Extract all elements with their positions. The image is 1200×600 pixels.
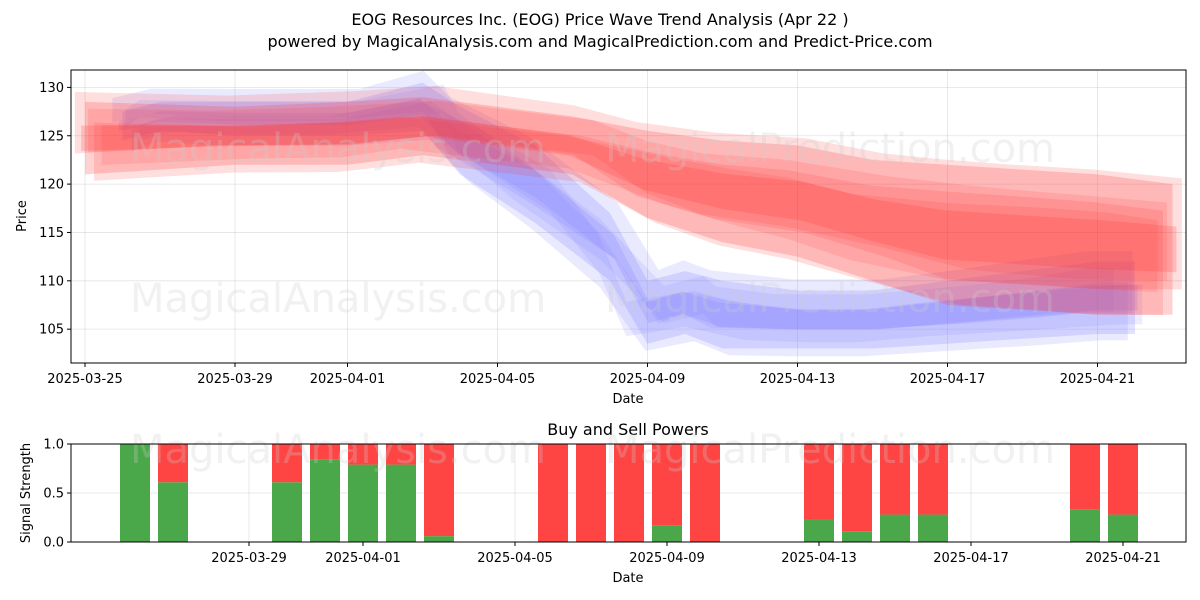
watermark-top-left-2: MagicalAnalysis.com bbox=[130, 276, 546, 322]
bottom-x-axis-label: Date bbox=[612, 571, 643, 586]
chart-subtitle: powered by MagicalAnalysis.com and Magic… bbox=[267, 32, 932, 51]
bottom-watermarks: MagicalAnalysis.com MagicalPrediction.co… bbox=[130, 427, 1055, 473]
top-x-tick-label: 2025-04-17 bbox=[910, 372, 986, 387]
chart-title: EOG Resources Inc. (EOG) Price Wave Tren… bbox=[351, 10, 848, 29]
sell-bar bbox=[1108, 444, 1138, 515]
bottom-x-tick-label: 2025-04-13 bbox=[781, 551, 857, 566]
buy-bar bbox=[652, 525, 682, 542]
sell-bar bbox=[386, 444, 416, 465]
top-x-tick-label: 2025-04-13 bbox=[760, 372, 836, 387]
top-watermarks: MagicalAnalysis.com MagicalPrediction.co… bbox=[130, 126, 1055, 322]
buy-bar bbox=[880, 514, 910, 542]
bottom-x-tick-label: 2025-03-29 bbox=[211, 551, 287, 566]
buy-bar bbox=[386, 464, 416, 542]
buy-bar bbox=[348, 464, 378, 542]
buy-bar bbox=[842, 531, 872, 542]
sell-bar bbox=[880, 444, 910, 515]
sell-bar bbox=[804, 444, 834, 520]
sell-bar bbox=[158, 444, 188, 483]
buy-bar bbox=[424, 536, 454, 542]
top-wave-bands bbox=[74, 70, 1182, 357]
sell-bar bbox=[842, 444, 872, 532]
top-x-tick-label: 2025-04-05 bbox=[460, 372, 536, 387]
sell-bar bbox=[272, 444, 302, 483]
sell-bar bbox=[1070, 444, 1100, 510]
top-x-tick-label: 2025-04-01 bbox=[310, 372, 386, 387]
bottom-chart-title: Buy and Sell Powers bbox=[547, 420, 709, 439]
wave-band-red bbox=[94, 116, 1164, 316]
sell-bar bbox=[310, 444, 340, 460]
wave-band-blue bbox=[131, 100, 1128, 357]
buy-bar bbox=[1070, 509, 1100, 542]
wave-band-red bbox=[81, 115, 1177, 273]
watermark-bottom-right: MagicalPrediction.com bbox=[605, 427, 1055, 473]
bottom-x-tick-label: 2025-04-01 bbox=[325, 551, 401, 566]
top-x-tick-label: 2025-04-09 bbox=[610, 372, 686, 387]
top-y-tick-label: 115 bbox=[39, 226, 64, 241]
wave-band-blue bbox=[122, 82, 1135, 349]
top-x-tick-label: 2025-04-21 bbox=[1060, 372, 1136, 387]
buy-bar bbox=[310, 459, 340, 542]
sell-bar bbox=[538, 444, 568, 542]
sell-bar bbox=[690, 444, 720, 542]
top-axes: 105 110 115 120 125 130 2025-03-25 2025-03-29 20… bbox=[39, 81, 1135, 387]
top-x-axis-label: Date bbox=[612, 392, 643, 407]
sell-bar bbox=[652, 444, 682, 526]
top-grid bbox=[71, 70, 1186, 363]
wave-band-red bbox=[88, 100, 1168, 281]
buy-bar bbox=[272, 482, 302, 542]
sell-bar bbox=[918, 444, 948, 515]
bottom-x-tick-label: 2025-04-21 bbox=[1085, 551, 1161, 566]
sell-bar bbox=[424, 444, 454, 537]
top-y-tick-label: 110 bbox=[39, 274, 64, 289]
wave-band-red bbox=[101, 116, 1158, 293]
bottom-x-tick-label: 2025-04-09 bbox=[629, 551, 705, 566]
top-x-tick-label: 2025-03-25 bbox=[47, 372, 123, 387]
bottom-x-tick-label: 2025-04-05 bbox=[477, 551, 553, 566]
buy-bar bbox=[804, 519, 834, 542]
watermark-top-left-1: MagicalAnalysis.com bbox=[130, 126, 546, 172]
wave-band-red bbox=[74, 86, 1182, 290]
sell-bar bbox=[614, 444, 644, 542]
watermark-top-right-1: MagicalPrediction.com bbox=[605, 126, 1055, 172]
buy-bar bbox=[120, 444, 150, 542]
watermark-bottom-left: MagicalAnalysis.com bbox=[130, 427, 546, 473]
sell-bar bbox=[576, 444, 606, 542]
wave-band-red bbox=[85, 97, 1173, 315]
bottom-y-tick-label: 1.0 bbox=[43, 438, 64, 453]
top-y-tick-label: 105 bbox=[39, 323, 64, 338]
bottom-y-tick-label: 0.5 bbox=[43, 487, 64, 502]
wave-band-blue bbox=[125, 84, 1114, 330]
bottom-bars bbox=[120, 444, 1138, 542]
wave-band-blue bbox=[139, 100, 1143, 343]
bottom-y-tick-label: 0.0 bbox=[43, 536, 64, 551]
top-x-tick-label: 2025-03-29 bbox=[197, 372, 273, 387]
bottom-y-axis-label: Signal Strength bbox=[19, 443, 34, 543]
top-y-tick-label: 120 bbox=[39, 178, 64, 193]
buy-bar bbox=[918, 514, 948, 542]
bottom-axes: 0.0 0.5 1.0 2025-03-29 2025-04-01 2025-04-05 2… bbox=[43, 438, 1160, 567]
watermark-top-right-2: MagicalPrediction.com bbox=[605, 276, 1055, 322]
top-y-axis-label: Price bbox=[15, 200, 30, 232]
wave-band-blue bbox=[112, 70, 1133, 329]
top-y-tick-label: 125 bbox=[39, 129, 64, 144]
buy-bar bbox=[158, 482, 188, 542]
bottom-x-tick-label: 2025-04-17 bbox=[933, 551, 1009, 566]
wave-band-blue bbox=[118, 98, 1138, 330]
top-y-tick-label: 130 bbox=[39, 81, 64, 96]
sell-bar bbox=[348, 444, 378, 465]
buy-bar bbox=[1108, 514, 1138, 542]
top-plot-frame bbox=[70, 69, 1187, 364]
